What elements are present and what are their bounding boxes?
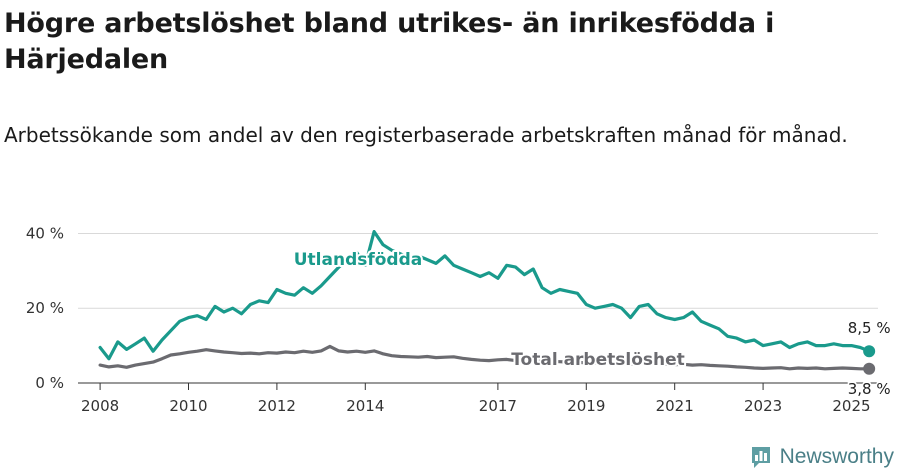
end-point-total — [863, 362, 876, 375]
end-point-utlandsfodda — [863, 345, 876, 358]
x-tick-label: 2021 — [656, 397, 694, 415]
end-label-utlandsfodda: 8,5 % — [848, 319, 891, 337]
end-label-total: 3,8 % — [848, 380, 891, 398]
x-tick-label: 2023 — [744, 397, 782, 415]
x-tick-label: 2008 — [81, 397, 119, 415]
y-tick-label: 20 % — [26, 299, 64, 317]
series-label-total: Total arbetslöshet — [511, 350, 685, 370]
y-axis-ticks: 0 % 20 % 40 % — [26, 224, 64, 392]
x-tick-label: 2014 — [346, 397, 384, 415]
x-tick-label: 2012 — [258, 397, 296, 415]
x-tick-label: 2019 — [567, 397, 605, 415]
x-tick-label: 2017 — [479, 397, 517, 415]
newsworthy-logo: Newsworthy — [750, 444, 894, 470]
y-tick-label: 0 % — [35, 374, 64, 392]
chart-subtitle: Arbetssökande som andel av den registerb… — [4, 123, 848, 147]
series-line-total — [98, 344, 871, 371]
y-tick-label: 40 % — [26, 224, 64, 242]
series-line-utlandsfodda — [98, 230, 871, 361]
series-lines — [98, 230, 876, 375]
brand-name: Newsworthy — [779, 445, 894, 468]
x-tick-label: 2025 — [832, 397, 870, 415]
x-tick-label: 2010 — [169, 397, 207, 415]
bar-chart-speech-icon — [751, 447, 770, 468]
chart-title: Högre arbetslöshet bland utrikes- än inr… — [4, 8, 775, 75]
x-axis: 2008 2010 2012 2014 2017 2019 2021 2023 2025 — [78, 382, 878, 415]
series-labels: Utlandsfödda Total arbetslöshet 8,5 % 3,8 % — [292, 248, 892, 400]
gridlines — [78, 232, 878, 309]
series-label-utlandsfodda: Utlandsfödda — [294, 250, 423, 270]
